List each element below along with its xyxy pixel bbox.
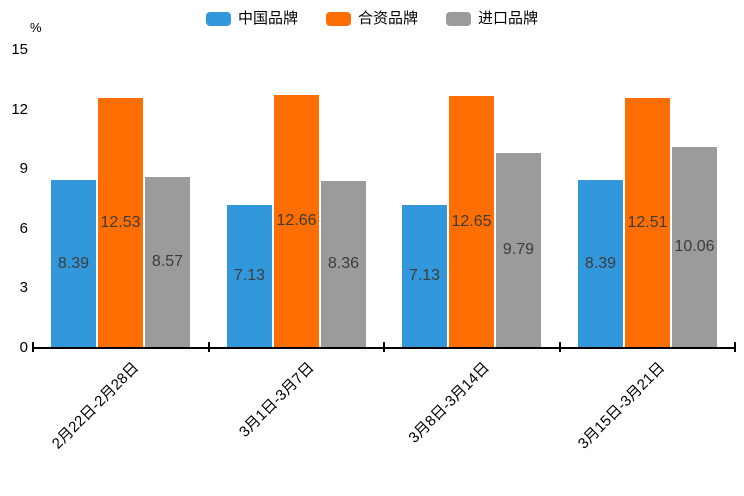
bar-value-label: 8.39 [57,254,90,272]
bar-series-0-group-2: 7.13 [402,205,447,347]
bar-series-0-group-1: 7.13 [227,205,272,347]
y-axis-unit-label: % [30,20,42,35]
bar-series-1-group-3: 12.51 [625,98,670,347]
bar-series-2-group-0: 8.57 [145,177,190,347]
bar-series-0-group-0: 8.39 [51,180,96,347]
bar-value-label: 7.13 [408,267,441,284]
legend-item-series-0[interactable]: 中国品牌 [205,10,298,27]
bar-value-label: 7.13 [233,267,266,284]
bar-value-label: 10.06 [674,238,715,255]
y-tick-label: 9 [19,160,28,178]
bar-series-1-group-2: 12.65 [449,96,494,347]
legend-item-label: 合资品牌 [357,10,418,27]
x-tick-label: 3月15日-3月21日 [575,359,669,453]
legend-item-label: 中国品牌 [237,10,298,27]
bar-series-1-group-0: 12.53 [98,98,143,347]
x-tick-label: 2月22日-2月28日 [48,359,142,453]
legend-item-label: 进口品牌 [478,10,539,27]
bar-value-label: 8.57 [151,253,184,270]
y-tick-label: 12 [11,100,28,118]
y-tick-label: 3 [19,279,28,297]
bar-value-label: 9.79 [502,241,535,258]
bar-value-label: 12.65 [451,212,492,230]
bar-value-label: 8.36 [327,255,360,272]
y-tick-label: 15 [11,41,28,58]
bar-series-1-group-1: 12.66 [274,95,319,347]
y-tick-label: 0 [19,339,28,356]
x-axis-tick-mark [207,342,210,352]
legend-swatch-icon [325,11,351,26]
x-axis-tick-mark [734,342,736,352]
x-tick-label: 3月8日-3月14日 [405,359,493,447]
bar-value-label: 12.53 [100,213,141,231]
x-tick-label: 3月1日-3月7日 [235,359,318,441]
legend-swatch-icon [205,11,231,26]
x-axis-tick-mark [383,342,385,352]
legend: 中国品牌 合资品牌 进口品牌 [0,10,744,27]
legend-item-series-1[interactable]: 合资品牌 [325,10,418,27]
bar-value-label: 12.66 [276,212,317,229]
legend-item-series-2[interactable]: 进口品牌 [446,10,538,27]
x-axis-tick-mark [558,342,561,352]
bar-series-2-group-3: 10.06 [672,147,717,347]
bar-value-label: 12.51 [627,213,668,231]
bar-series-0-group-3: 8.39 [578,180,623,347]
bar-value-label: 8.39 [584,254,617,272]
y-tick-label: 6 [19,219,28,237]
x-axis-tick-mark [32,342,34,352]
bar-series-2-group-2: 9.79 [496,153,541,347]
bar-series-2-group-1: 8.36 [321,181,366,347]
legend-swatch-icon [446,11,471,26]
